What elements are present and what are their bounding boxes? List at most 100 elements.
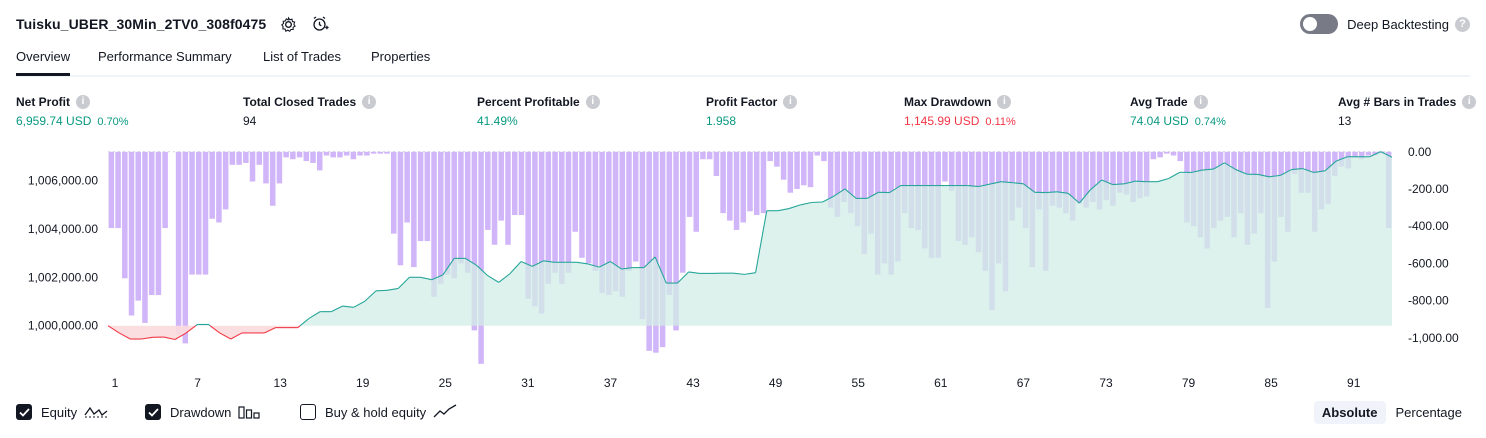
- drawdown-bar: [619, 151, 626, 297]
- settings-gear-icon[interactable]: [278, 14, 298, 34]
- drawdown-bar: [424, 151, 431, 242]
- drawdown-bar: [841, 151, 847, 203]
- add-alert-clock-icon[interactable]: [310, 14, 330, 34]
- drawdown-bar: [720, 151, 726, 214]
- drawdown-bar: [727, 151, 733, 221]
- help-icon[interactable]: i: [76, 94, 90, 109]
- drawdown-bar: [283, 151, 289, 158]
- buy-hold-legend-label: Buy & hold equity: [325, 404, 427, 420]
- right-axis-tick-label: -800.00: [1408, 294, 1449, 308]
- equity-checkbox[interactable]: [16, 404, 32, 420]
- x-axis-tick-label: 55: [852, 376, 866, 390]
- drawdown-bar: [276, 151, 283, 184]
- tab-list-of-trades[interactable]: List of Trades: [263, 49, 342, 64]
- equity-line-segment: [476, 264, 488, 276]
- legend-drawdown[interactable]: Drawdown: [145, 404, 261, 420]
- equity-line-segment: [264, 327, 276, 334]
- equity-line-segment: [866, 191, 879, 199]
- metric-value: 6,959.74 USD: [16, 114, 92, 128]
- drawdown-bar: [901, 151, 908, 214]
- tab-overview[interactable]: Overview: [16, 47, 71, 76]
- drawdown-bar: [848, 151, 854, 214]
- equity-line-segment: [1380, 151, 1393, 158]
- equity-line-segment: [342, 305, 354, 308]
- metric-max-drawdown: Max Drawdown i 1,145.99 USD 0.11%: [904, 94, 1016, 129]
- help-icon[interactable]: i: [783, 94, 798, 109]
- drawdown-bar: [686, 151, 693, 217]
- metric-profit-factor: Profit Factor i 1.958: [706, 94, 798, 129]
- legend-equity[interactable]: Equity: [16, 404, 108, 420]
- equity-line-segment: [397, 276, 410, 289]
- equity-line-segment: [1012, 182, 1024, 185]
- drawdown-bar: [1016, 151, 1022, 208]
- drawdown-bar: [128, 151, 135, 316]
- equity-line-segment: [844, 188, 857, 199]
- drawdown-bar: [317, 151, 323, 171]
- drawdown-bar: [115, 151, 121, 229]
- drawdown-bar: [787, 151, 794, 193]
- equity-line-segment: [1078, 189, 1091, 204]
- equity-line-segment: [1280, 169, 1292, 176]
- x-axis-tick-label: 61: [934, 376, 948, 390]
- drawdown-bar: [269, 151, 276, 206]
- metric-value: 41.49%: [477, 114, 518, 128]
- equity-line-segment: [498, 273, 511, 283]
- drawdown-bar: [767, 151, 773, 162]
- equity-line-segment: [1324, 160, 1337, 172]
- equity-drawdown-chart[interactable]: 1,006,000.00 1,004,000.00 1,002,000.00 1,00…: [0, 140, 1486, 390]
- x-axis-tick-label: 25: [439, 376, 453, 390]
- help-icon[interactable]: i: [1193, 94, 1208, 109]
- drawdown-bar: [310, 151, 316, 163]
- drawdown-bar: [498, 151, 505, 221]
- help-icon[interactable]: i: [585, 94, 600, 109]
- equity-line-segment: [677, 271, 689, 284]
- help-icon[interactable]: i: [1462, 94, 1477, 109]
- equity-line-segment: [1202, 168, 1214, 171]
- drawdown-bar: [834, 151, 841, 217]
- drawdown-bar: [1177, 151, 1183, 162]
- metric-label: Avg Trade: [1130, 94, 1188, 109]
- drawdown-bar: [431, 151, 437, 297]
- drawdown-bar: [653, 151, 659, 353]
- x-axis-tick-label: 79: [1182, 376, 1196, 390]
- help-icon[interactable]: ?: [1455, 16, 1470, 32]
- equity-line-segment: [576, 261, 589, 265]
- drawdown-bar: [760, 151, 767, 214]
- equity-line-segment: [141, 336, 153, 340]
- legend-buy-hold[interactable]: Buy & hold equity: [300, 404, 457, 420]
- equity-line-segment: [209, 325, 220, 334]
- equity-line-segment: [1291, 168, 1303, 171]
- deep-backtesting-toggle[interactable]: [1300, 14, 1339, 34]
- drawdown-bar: [572, 151, 578, 232]
- drawdown-bar: [155, 151, 162, 296]
- equity-line-segment: [420, 276, 432, 281]
- drawdown-bar: [780, 151, 787, 180]
- tab-performance-summary[interactable]: Performance Summary: [98, 49, 232, 64]
- mode-percentage-button[interactable]: Percentage: [1395, 405, 1463, 420]
- equity-line-segment: [230, 332, 243, 340]
- right-axis-tick-label: -1,000.00: [1408, 331, 1459, 345]
- metric-percent: 0.11%: [985, 116, 1016, 128]
- help-icon[interactable]: i: [362, 94, 377, 109]
- drawdown-bar: [364, 151, 370, 156]
- drawdown-bar: [565, 151, 572, 273]
- drawdown-bar: [626, 151, 632, 271]
- drawdown-bar: [216, 151, 222, 223]
- equity-line-segment: [599, 261, 611, 268]
- drawdown-bar: [236, 151, 242, 165]
- drawdown-bar: [411, 151, 417, 268]
- equity-line-segment: [610, 261, 622, 270]
- drawdown-bar: [646, 151, 652, 351]
- drawdown-checkbox[interactable]: [145, 404, 161, 420]
- metric-value: 74.04 USD: [1130, 114, 1189, 128]
- buy-hold-checkbox[interactable]: [300, 404, 316, 420]
- drawdown-bar: [632, 151, 639, 262]
- equity-line-segment: [688, 271, 700, 274]
- mode-absolute-button[interactable]: Absolute: [1313, 401, 1386, 424]
- tab-properties[interactable]: Properties: [371, 49, 431, 64]
- drawdown-bar: [370, 151, 377, 154]
- drawdown-bar: [1069, 151, 1076, 221]
- equity-line-segment: [587, 263, 600, 268]
- help-icon[interactable]: i: [997, 94, 1012, 109]
- equity-line-segment: [777, 208, 790, 212]
